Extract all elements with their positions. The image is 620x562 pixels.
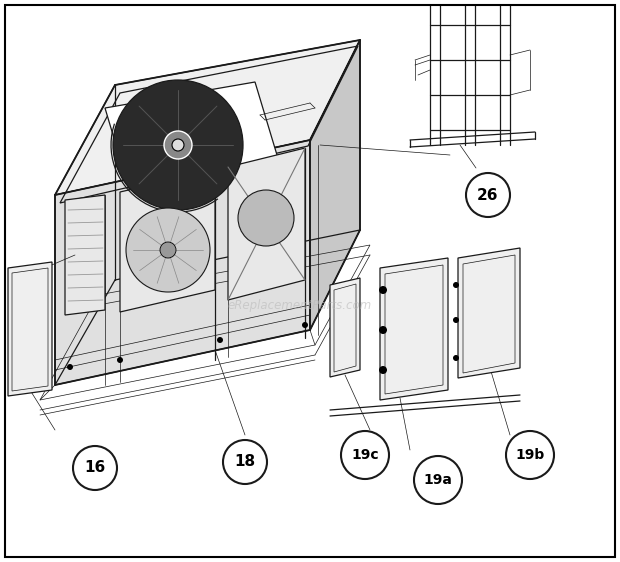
Circle shape xyxy=(341,431,389,479)
Polygon shape xyxy=(310,40,360,330)
Polygon shape xyxy=(380,258,448,400)
Polygon shape xyxy=(330,278,360,377)
Polygon shape xyxy=(105,82,280,192)
Circle shape xyxy=(379,326,387,334)
Circle shape xyxy=(172,139,184,151)
Polygon shape xyxy=(55,140,310,385)
Circle shape xyxy=(506,431,554,479)
Text: 19a: 19a xyxy=(423,473,453,487)
Text: 16: 16 xyxy=(84,460,105,475)
Circle shape xyxy=(379,366,387,374)
Circle shape xyxy=(453,282,459,288)
Polygon shape xyxy=(65,195,105,315)
Text: 26: 26 xyxy=(477,188,498,202)
Circle shape xyxy=(223,440,267,484)
Circle shape xyxy=(379,286,387,294)
Polygon shape xyxy=(8,262,52,396)
Circle shape xyxy=(126,208,210,292)
Polygon shape xyxy=(458,248,520,378)
Circle shape xyxy=(466,173,510,217)
Circle shape xyxy=(117,357,123,363)
Polygon shape xyxy=(55,40,360,195)
Circle shape xyxy=(160,242,176,258)
Circle shape xyxy=(164,131,192,159)
Circle shape xyxy=(453,355,459,361)
Circle shape xyxy=(113,80,243,210)
Text: 18: 18 xyxy=(234,455,255,469)
Circle shape xyxy=(217,337,223,343)
Text: 19b: 19b xyxy=(515,448,544,462)
Circle shape xyxy=(238,190,294,246)
Circle shape xyxy=(302,322,308,328)
Circle shape xyxy=(73,446,117,490)
Polygon shape xyxy=(228,148,305,300)
Text: 19c: 19c xyxy=(351,448,379,462)
Polygon shape xyxy=(120,170,215,312)
Circle shape xyxy=(453,317,459,323)
Circle shape xyxy=(67,364,73,370)
Text: eReplacementParts.com: eReplacementParts.com xyxy=(228,298,372,311)
Circle shape xyxy=(414,456,462,504)
